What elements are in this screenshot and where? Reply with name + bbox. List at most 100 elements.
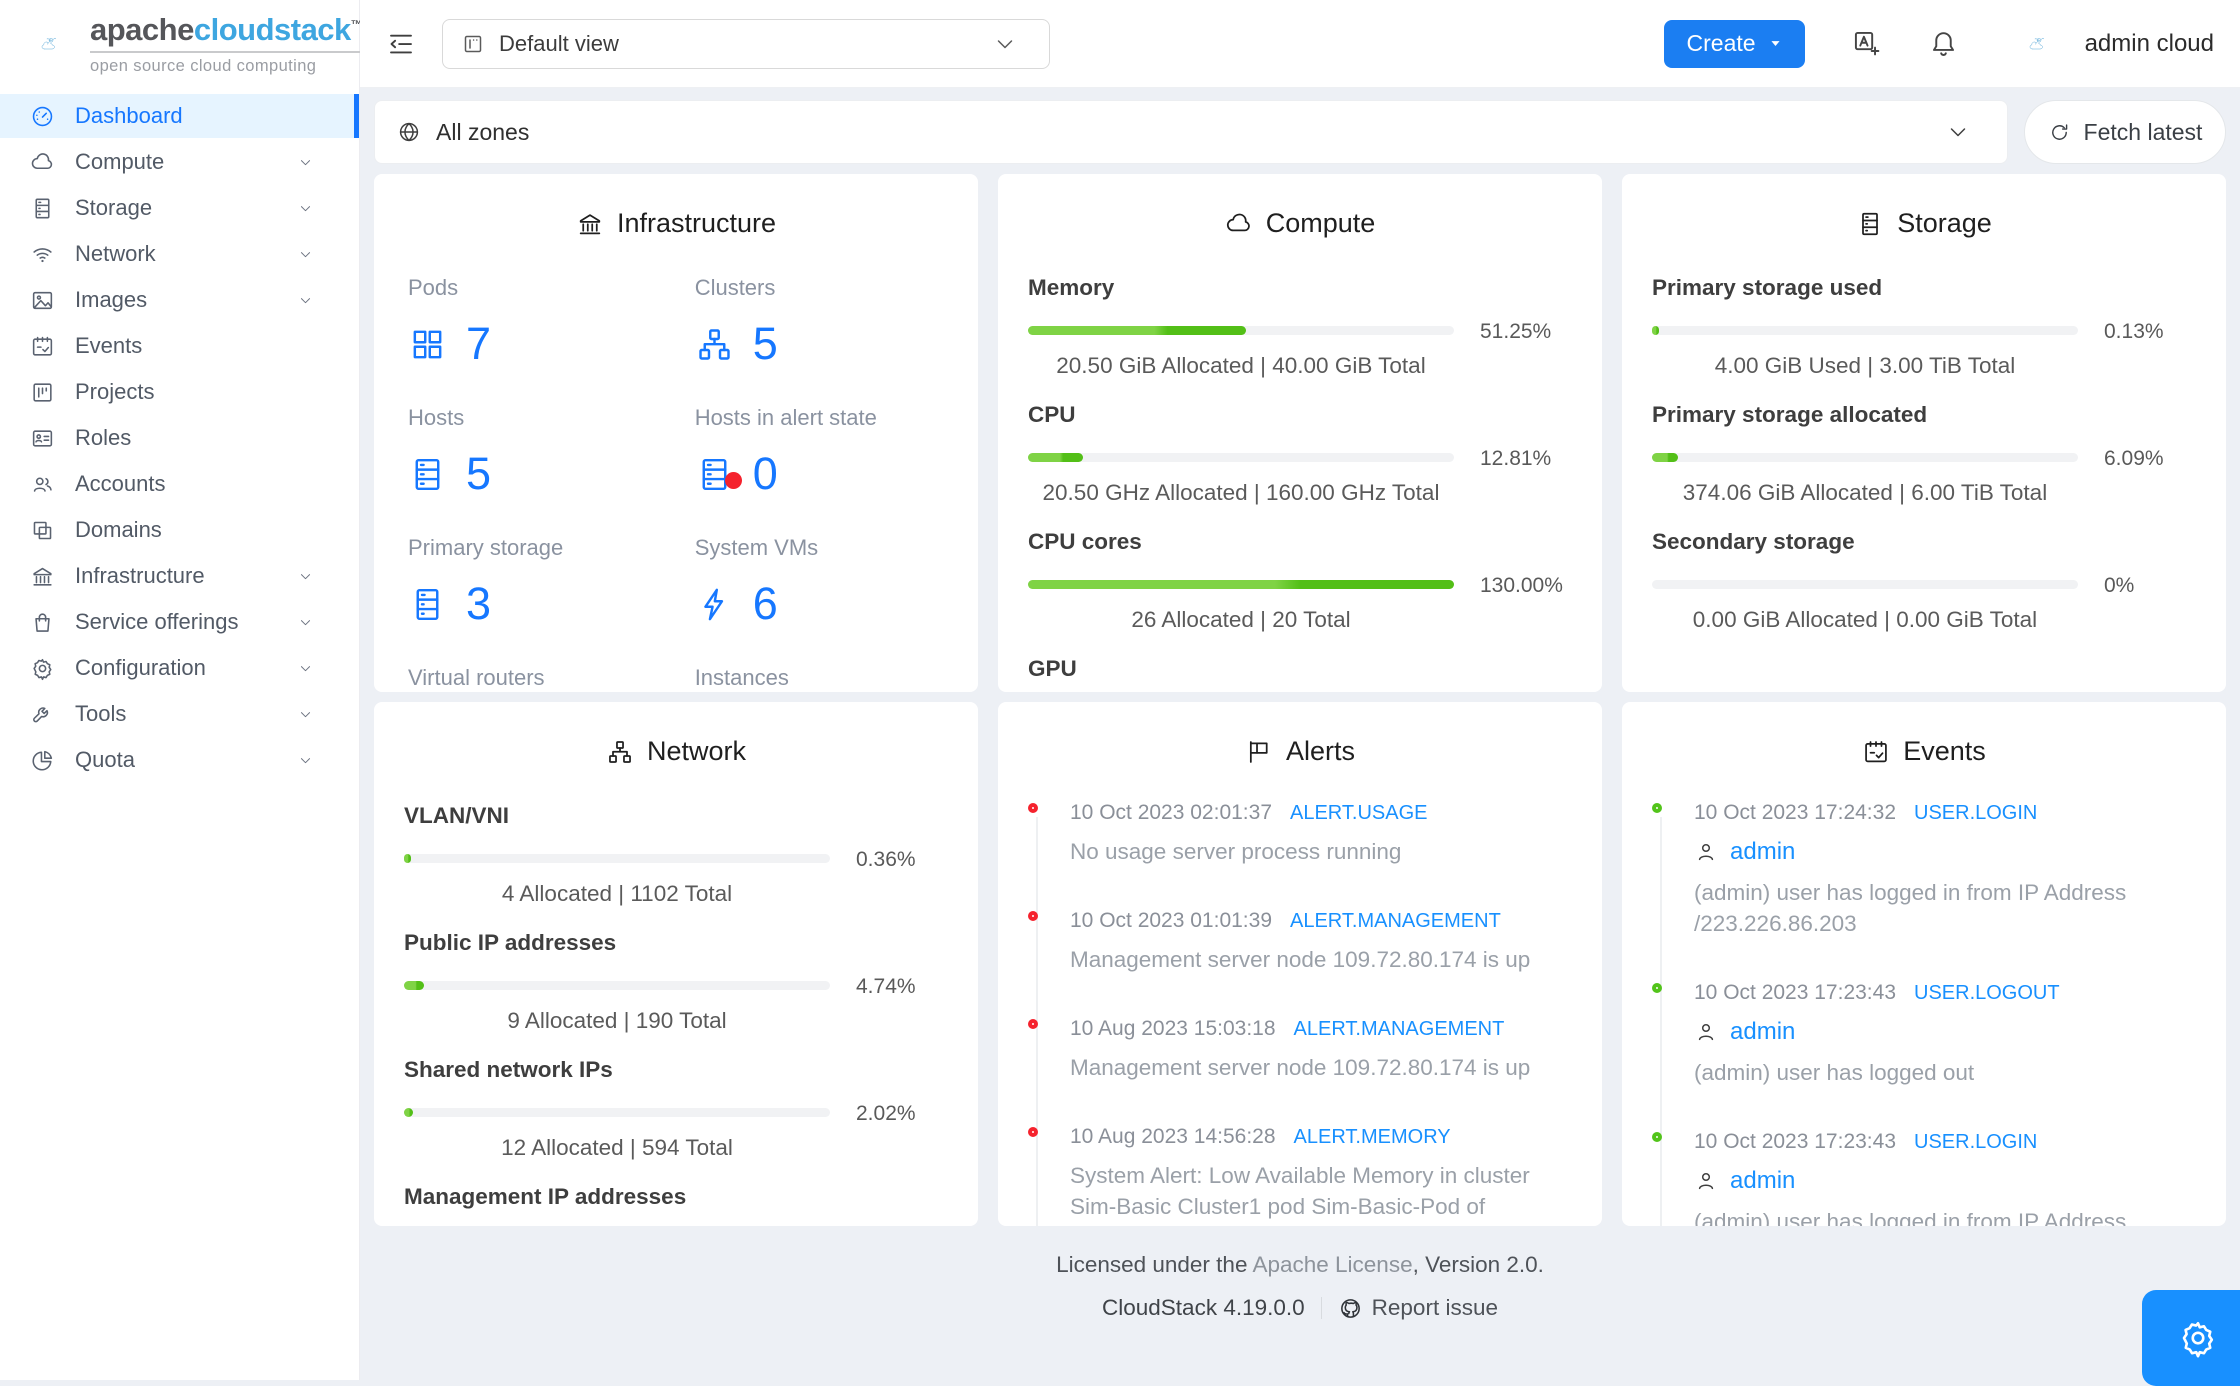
sidebar-item-label: Quota: [75, 747, 135, 772]
project-icon: [30, 380, 55, 405]
zone-select[interactable]: All zones: [374, 100, 2008, 164]
stat-label: System VMs: [694, 535, 819, 560]
translate-icon[interactable]: [1851, 28, 1882, 59]
storage-card: Storage Primary storage used 4.00 GiB Use…: [1622, 174, 2226, 692]
chevron-down-icon: [298, 753, 313, 768]
meter-percent: 0.36%: [856, 848, 916, 871]
item-type-link[interactable]: USER.LOGIN: [1914, 802, 2038, 824]
event-item: 10 Oct 2023 17:23:43 USER.LOGOUT admin (adm…: [1652, 981, 2196, 1088]
bank-icon: [576, 210, 604, 238]
app-logo[interactable]: apachecloudstack™ open source cloud comp…: [0, 0, 363, 88]
meter-label: Primary storage used: [1652, 275, 1883, 300]
stat-value-link[interactable]: 0: [695, 448, 944, 500]
sidebar-item-dashboard[interactable]: Dashboard: [0, 94, 359, 138]
gear-icon: [2177, 1317, 2219, 1359]
sidebar-item-service-offerings[interactable]: Service offerings: [0, 600, 359, 644]
chevron-down-icon: [298, 569, 313, 584]
item-description: Management server node 109.72.80.174 is …: [1070, 947, 1531, 972]
sidebar-item-storage[interactable]: Storage: [0, 186, 359, 230]
item-timestamp: 10 Aug 2023 14:56:28: [1070, 1125, 1276, 1148]
item-description: System Alert: Low Available Memory in cl…: [1070, 1163, 1530, 1226]
infra-stat-hosts-in-alert-state: Hosts in alert state 0: [695, 405, 944, 500]
cloud-icon: [1225, 210, 1253, 238]
infra-stat-virtual-routers: Virtual routers6: [408, 665, 695, 692]
sidebar-item-events[interactable]: Events: [0, 324, 359, 368]
meter-detail: 4 Allocated | 1102 Total: [501, 881, 733, 906]
item-type-link[interactable]: ALERT.MEMORY: [1293, 1126, 1451, 1148]
stat-value-link[interactable]: 7: [408, 318, 695, 370]
idcard-icon: [30, 426, 55, 451]
stat-value-link[interactable]: 5: [695, 318, 944, 370]
reload-icon: [2048, 121, 2071, 144]
settings-fab-button[interactable]: [2142, 1290, 2240, 1386]
meter-percent: 130.00%: [1480, 574, 1563, 597]
stat-value-link[interactable]: 5: [408, 448, 695, 500]
item-type-link[interactable]: USER.LOGOUT: [1914, 982, 2060, 1004]
globe-icon: [397, 120, 421, 144]
report-issue-link[interactable]: Report issue: [1338, 1295, 1498, 1321]
host-alert-icon: [695, 455, 742, 494]
meter-percent: 6.09%: [2104, 447, 2164, 470]
compute-meter-memory: Memory 20.50 GiB Allocated | 40.00 GiB To…: [1028, 275, 1572, 392]
infra-stat-instances: Instances12: [695, 665, 944, 692]
apache-license-link[interactable]: Apache License: [1252, 1252, 1413, 1277]
sidebar-item-label: Storage: [75, 195, 153, 220]
item-type-link[interactable]: ALERT.USAGE: [1290, 802, 1428, 824]
network-meter-management-ip-addresses: Management IP addresses6 Allocated | 253…: [404, 1184, 948, 1226]
sidebar-item-label: Configuration: [75, 655, 206, 680]
stat-label: Primary storage: [408, 535, 564, 560]
meter-detail: 20.50 GHz Allocated | 160.00 GHz Total: [1042, 480, 1440, 505]
sidebar-item-configuration[interactable]: Configuration: [0, 646, 359, 690]
event-user-link[interactable]: admin: [1730, 838, 1796, 865]
username[interactable]: admin cloud: [2084, 29, 2214, 57]
view-select[interactable]: Default view: [442, 18, 1050, 69]
meter-label: CPU: [1028, 402, 1076, 427]
sidebar-item-quota[interactable]: Quota: [0, 738, 359, 782]
stat-value-link[interactable]: 3: [408, 578, 695, 630]
logo-tagline: open source cloud computing: [90, 57, 317, 75]
progress-fill: [1028, 580, 1454, 589]
item-type-link[interactable]: ALERT.MANAGEMENT: [1290, 910, 1501, 932]
sidebar-item-tools[interactable]: Tools: [0, 692, 359, 736]
sidebar-item-label: Service offerings: [75, 609, 239, 634]
item-type-link[interactable]: USER.LOGIN: [1914, 1131, 2038, 1153]
event-user-link[interactable]: admin: [1730, 1167, 1796, 1194]
menu-fold-icon[interactable]: [386, 29, 416, 59]
sidebar-item-roles[interactable]: Roles: [0, 416, 359, 460]
create-button[interactable]: Create: [1663, 19, 1805, 68]
sidebar-item-projects[interactable]: Projects: [0, 370, 359, 414]
alerts-timeline: 10 Oct 2023 02:01:37 ALERT.USAGE No usage …: [1028, 801, 1572, 1226]
chevron-down-icon: [298, 707, 313, 722]
meter-label: Memory: [1028, 275, 1115, 300]
infra-stat-pods: Pods 7: [408, 275, 695, 370]
meter-detail: 12 Allocated | 594 Total: [501, 1135, 733, 1160]
item-type-link[interactable]: ALERT.MANAGEMENT: [1293, 1018, 1505, 1040]
stat-label: Instances: [694, 665, 789, 690]
sidebar-item-infrastructure[interactable]: Infrastructure: [0, 554, 359, 598]
stat-number: 6: [752, 578, 778, 629]
schedule-icon: [30, 334, 55, 359]
setting-icon: [30, 656, 55, 681]
meter-label: Management IP addresses: [404, 1184, 687, 1209]
item-description: No usage server process running: [1070, 839, 1402, 864]
progress-track: [1028, 580, 1454, 589]
event-user-link[interactable]: admin: [1730, 1018, 1796, 1045]
alert-dot-marker: [1028, 911, 1038, 921]
sidebar-item-compute[interactable]: Compute: [0, 140, 359, 184]
avatar[interactable]: [1997, 10, 2077, 78]
bell-icon[interactable]: [1928, 28, 1959, 59]
progress-track: [1028, 326, 1454, 335]
sidebar-item-domains[interactable]: Domains: [0, 508, 359, 552]
events-timeline: 10 Oct 2023 17:24:32 USER.LOGIN admin (admi…: [1652, 801, 2196, 1226]
cloud-icon: [30, 150, 55, 175]
sidebar-item-images[interactable]: Images: [0, 278, 359, 322]
compute-meter-cpu-cores: CPU cores 26 Allocated | 20 Total 130.00%: [1028, 529, 1572, 646]
fetch-latest-button[interactable]: Fetch latest: [2024, 100, 2226, 164]
stat-value-link[interactable]: 6: [695, 578, 944, 630]
item-description: (admin) user has logged out: [1694, 1060, 1975, 1085]
sidebar-item-accounts[interactable]: Accounts: [0, 462, 359, 506]
alert-dot-marker: [1028, 1019, 1038, 1029]
meter-label: VLAN/VNI: [404, 803, 510, 828]
sidebar-item-network[interactable]: Network: [0, 232, 359, 276]
storage-meter-primary-storage-allocated: Primary storage allocated 374.06 GiB Allo…: [1652, 402, 2196, 519]
